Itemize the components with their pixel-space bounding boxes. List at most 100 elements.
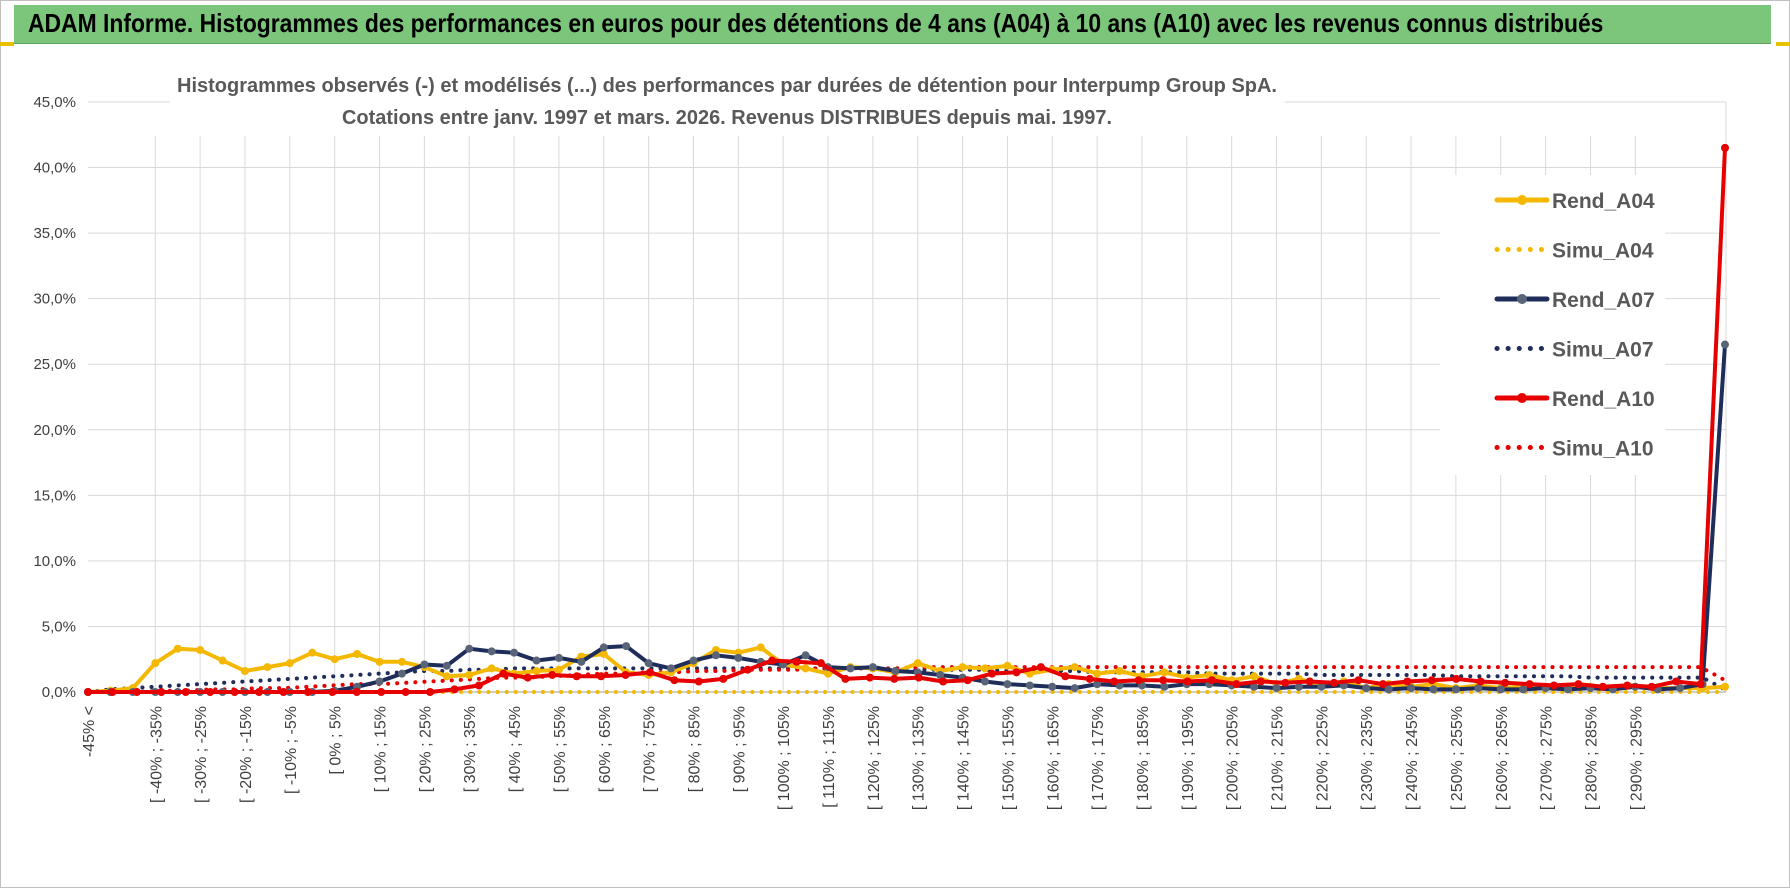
legend-label-Rend_A04: Rend_A04	[1552, 190, 1655, 213]
legend-label-Rend_A07: Rend_A07	[1552, 289, 1655, 312]
data-point-Rend_A10	[1574, 680, 1583, 689]
data-point-Rend_A10	[1012, 668, 1021, 677]
data-point-Rend_A04	[824, 669, 833, 678]
data-point-Rend_A04	[240, 667, 249, 676]
x-tick-label: [ 20% ; 25%	[417, 706, 434, 792]
data-point-Rend_A04	[1070, 663, 1079, 672]
data-point-Rend_A07	[1003, 680, 1012, 689]
data-point-Rend_A07	[734, 653, 743, 662]
data-point-Rend_A04	[801, 664, 810, 673]
data-point-Rend_A10	[1672, 677, 1681, 686]
data-point-Rend_A10	[572, 672, 581, 681]
x-tick-label: [ 250% ; 255%	[1449, 706, 1466, 810]
data-point-Rend_A10	[1085, 674, 1094, 683]
data-point-Rend_A10	[865, 673, 874, 682]
x-tick-label: [ 90% ; 95%	[731, 706, 748, 792]
data-point-Rend_A10	[499, 669, 508, 678]
data-point-Rend_A10	[768, 656, 777, 665]
data-point-Rend_A04	[1093, 669, 1102, 678]
data-point-Rend_A10	[694, 677, 703, 686]
data-point-Rend_A07	[868, 663, 877, 672]
x-tick-label: [ 130% ; 135%	[911, 706, 928, 810]
data-point-Rend_A07	[846, 664, 855, 673]
data-point-Rend_A04	[1115, 667, 1124, 676]
data-point-Rend_A10	[279, 688, 288, 696]
x-axis-ticks: -45% < [ -40% ; -35% [ -30% ; -25% [ -20% ;…	[81, 706, 1645, 810]
data-point-Rend_A07	[1384, 685, 1393, 694]
data-point-Rend_A04	[173, 644, 182, 653]
data-point-Rend_A10	[1403, 677, 1412, 686]
x-tick-label: [ 240% ; 245%	[1404, 706, 1421, 810]
data-point-Rend_A10	[132, 688, 141, 696]
page-title: ADAM Informe. Histogrammes des performan…	[28, 8, 1604, 38]
data-point-Rend_A07	[510, 648, 519, 657]
data-point-Rend_A10	[1232, 680, 1241, 689]
data-point-Rend_A07	[554, 653, 563, 662]
x-tick-label: [ 170% ; 175%	[1090, 706, 1107, 810]
corner-accent-right	[1776, 42, 1790, 46]
data-point-Rend_A07	[1160, 682, 1169, 691]
data-point-Rend_A04	[353, 649, 362, 658]
data-point-Rend_A10	[645, 668, 654, 677]
data-point-Rend_A10	[792, 657, 801, 666]
data-point-Rend_A07	[1407, 684, 1416, 693]
x-tick-label: [ 160% ; 165%	[1045, 706, 1062, 810]
data-point-Rend_A07	[1048, 682, 1057, 691]
data-point-Rend_A04	[958, 663, 967, 672]
data-point-Rend_A07	[1721, 340, 1729, 349]
data-point-Rend_A07	[1070, 684, 1079, 693]
data-point-Rend_A07	[465, 644, 474, 653]
data-point-Rend_A10	[181, 688, 190, 696]
data-point-Rend_A10	[1721, 143, 1729, 152]
x-tick-label: [ 0% ; 5%	[328, 706, 345, 774]
data-point-Rend_A07	[1496, 685, 1505, 694]
series-line-Rend_A10	[86, 145, 1727, 694]
data-point-Rend_A07	[1294, 682, 1303, 691]
data-point-Rend_A10	[1110, 677, 1119, 686]
data-point-Rend_A07	[1317, 682, 1326, 691]
data-point-Rend_A10	[230, 688, 239, 696]
data-point-Rend_A07	[487, 647, 496, 656]
data-point-Rend_A07	[644, 659, 653, 668]
data-point-Rend_A10	[1256, 677, 1265, 686]
x-tick-label: [ 120% ; 125%	[866, 706, 883, 810]
x-tick-label: [ 80% ; 85%	[686, 706, 703, 792]
x-tick-label: [ 260% ; 265%	[1494, 706, 1511, 810]
data-point-Rend_A04	[397, 657, 406, 666]
data-point-Rend_A07	[801, 651, 810, 660]
x-tick-label: [ 270% ; 275%	[1539, 706, 1556, 810]
x-tick-label: [ 200% ; 205%	[1225, 706, 1242, 810]
x-tick-label: [ 210% ; 215%	[1270, 706, 1287, 810]
data-point-Rend_A10	[352, 688, 361, 696]
data-point-Rend_A04	[330, 655, 339, 664]
data-point-Rend_A04	[913, 659, 922, 668]
data-point-Rend_A07	[397, 669, 406, 678]
data-point-Rend_A04	[375, 657, 384, 666]
data-point-Rend_A07	[1429, 685, 1438, 694]
data-point-Rend_A04	[465, 670, 474, 679]
data-point-Rend_A10	[597, 672, 606, 681]
data-point-Rend_A04	[1721, 682, 1729, 691]
data-point-Rend_A10	[401, 688, 410, 696]
data-point-Rend_A04	[532, 667, 541, 676]
data-point-Rend_A10	[841, 674, 850, 683]
data-point-Rend_A10	[474, 681, 483, 690]
legend-label-Simu_A04: Simu_A04	[1552, 240, 1654, 263]
data-point-Rend_A04	[487, 664, 496, 673]
data-point-Rend_A07	[1025, 681, 1034, 690]
data-point-Rend_A10	[1378, 680, 1387, 689]
data-point-Rend_A07	[1676, 684, 1685, 693]
data-point-Rend_A10	[621, 670, 630, 679]
data-point-Rend_A10	[719, 674, 728, 683]
x-tick-label: [ 180% ; 185%	[1135, 706, 1152, 810]
data-point-Rend_A04	[1003, 661, 1012, 670]
x-tick-label: [ 70% ; 75%	[642, 706, 659, 792]
x-tick-label: [ 110% ; 115%	[821, 706, 838, 808]
data-point-Rend_A10	[988, 669, 997, 678]
data-point-Rend_A07	[1093, 680, 1102, 689]
y-tick-label: 0,0%	[42, 684, 76, 701]
data-point-Rend_A10	[1207, 676, 1216, 685]
data-point-Rend_A10	[84, 688, 92, 696]
data-point-Rend_A10	[255, 688, 264, 696]
data-point-Rend_A07	[1362, 684, 1371, 693]
